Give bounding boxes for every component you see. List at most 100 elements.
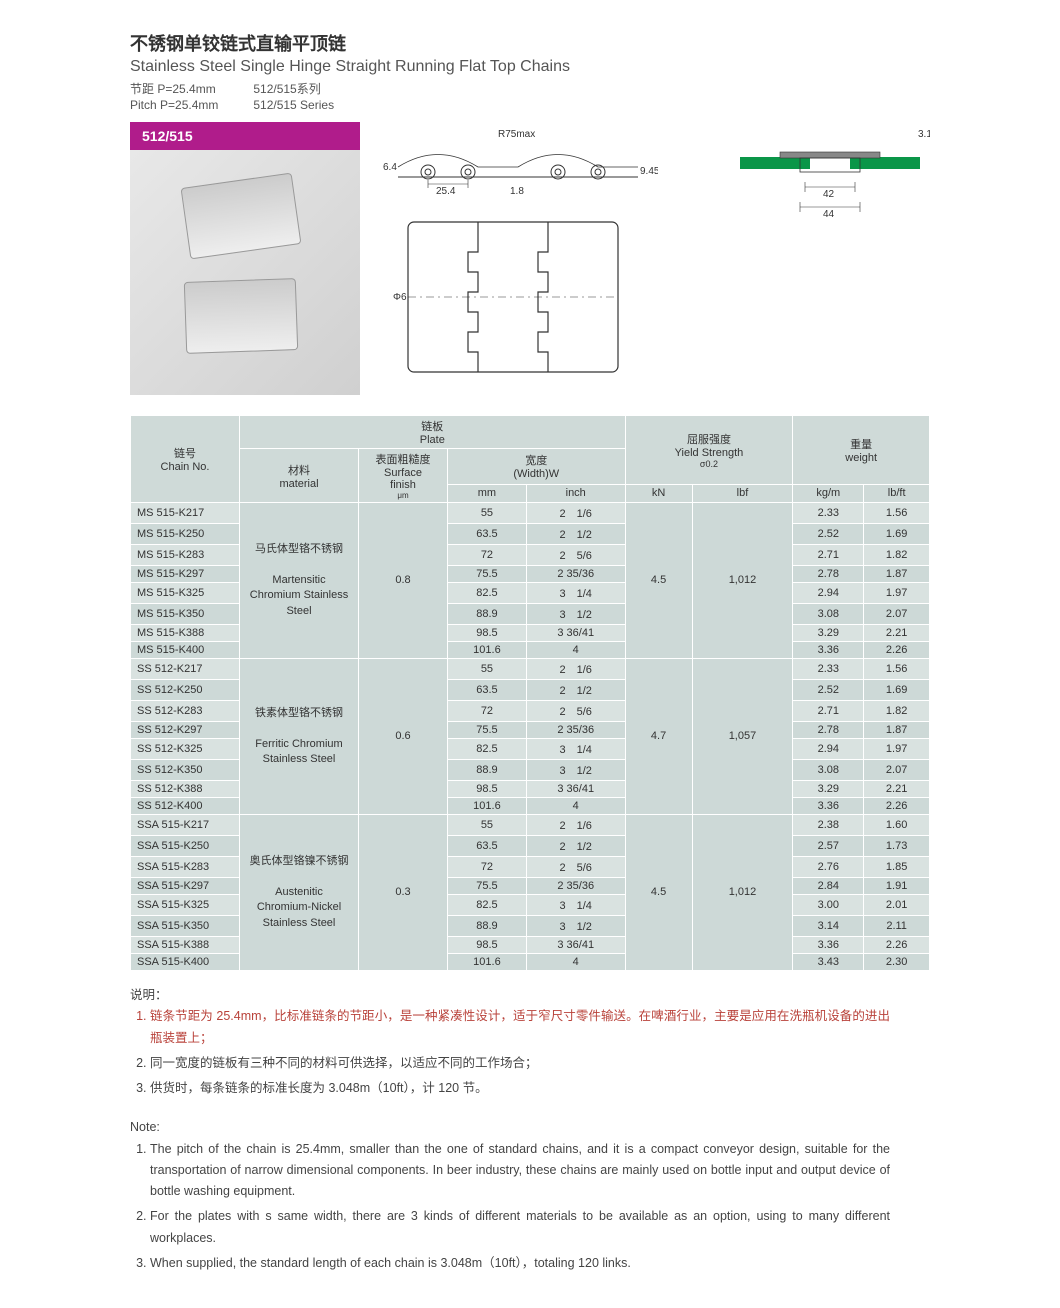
cell-kgm: 3.00 [793, 895, 864, 916]
cell-kgm: 3.36 [793, 937, 864, 954]
cell-mm: 101.6 [448, 642, 527, 659]
cell-lbft: 1.73 [864, 836, 930, 857]
cell-finish: 0.6 [359, 659, 448, 815]
cell-lbft: 1.87 [864, 722, 930, 739]
cell-chain-no: MS 515-K297 [131, 566, 240, 583]
cell-finish: 0.3 [359, 815, 448, 971]
cell-chain-no: SSA 515-K350 [131, 916, 240, 937]
cell-chain-no: MS 515-K217 [131, 503, 240, 524]
cell-mm: 63.5 [448, 680, 527, 701]
dim-h2: 9.45 [640, 166, 658, 177]
hdr-kn: kN [625, 484, 692, 502]
cell-lbft: 1.91 [864, 878, 930, 895]
cell-yield-kn: 4.7 [625, 659, 692, 815]
dim-31: 3.1 [918, 129, 930, 140]
cell-chain-no: SS 512-K388 [131, 781, 240, 798]
cell-chain-no: SS 512-K325 [131, 739, 240, 760]
cell-chain-no: SSA 515-K297 [131, 878, 240, 895]
hdr-fin-en1: Surface [363, 467, 443, 479]
pitch-row-cn: 节距 P=25.4mm 512/515系列 [130, 80, 930, 97]
cell-kgm: 3.29 [793, 625, 864, 642]
cell-mm: 63.5 [448, 524, 527, 545]
cell-mm: 75.5 [448, 878, 527, 895]
cell-lbft: 1.97 [864, 583, 930, 604]
dim-44: 44 [823, 209, 835, 220]
cell-inch: 2 1/6 [526, 503, 625, 524]
dim-pin: Φ6 [393, 292, 407, 303]
cell-inch: 2 1/2 [526, 524, 625, 545]
cell-mm: 98.5 [448, 937, 527, 954]
cell-inch: 2 1/6 [526, 815, 625, 836]
cell-chain-no: SS 512-K283 [131, 701, 240, 722]
cell-yield-lbf: 1,057 [692, 659, 793, 815]
cell-lbft: 2.07 [864, 760, 930, 781]
cell-kgm: 2.76 [793, 857, 864, 878]
cell-inch: 3 1/4 [526, 583, 625, 604]
cell-lbft: 1.69 [864, 524, 930, 545]
cell-inch: 3 36/41 [526, 625, 625, 642]
cell-chain-no: SSA 515-K250 [131, 836, 240, 857]
cell-chain-no: SS 512-K297 [131, 722, 240, 739]
cell-kgm: 2.78 [793, 722, 864, 739]
cell-kgm: 2.52 [793, 524, 864, 545]
hdr-weight-cn: 重量 [797, 436, 925, 452]
cell-chain-no: SS 512-K350 [131, 760, 240, 781]
cell-lbft: 1.87 [864, 566, 930, 583]
hdr-yield-en1: Yield Strength [630, 447, 789, 459]
pitch-cn-series: 512/515系列 [253, 82, 320, 96]
cell-chain-no: SS 512-K250 [131, 680, 240, 701]
cell-chain-no: SS 512-K217 [131, 659, 240, 680]
cell-kgm: 2.38 [793, 815, 864, 836]
cell-material: 铁素体型铬不锈钢Ferritic ChromiumStainless Steel [240, 659, 359, 815]
pitch-en-series: 512/515 Series [253, 98, 334, 112]
cell-inch: 3 36/41 [526, 937, 625, 954]
hdr-chain-cn: 链号 [135, 445, 235, 461]
cell-mm: 88.9 [448, 916, 527, 937]
cell-kgm: 2.94 [793, 583, 864, 604]
cell-lbft: 2.07 [864, 604, 930, 625]
cell-inch: 3 1/2 [526, 760, 625, 781]
hdr-lbf: lbf [692, 484, 793, 502]
cell-kgm: 2.33 [793, 503, 864, 524]
cell-inch: 2 5/6 [526, 857, 625, 878]
hdr-yield-cn: 屈服强度 [630, 431, 789, 447]
cell-mm: 98.5 [448, 625, 527, 642]
cell-inch: 2 35/36 [526, 722, 625, 739]
cell-inch: 3 1/2 [526, 916, 625, 937]
cell-inch: 2 5/6 [526, 545, 625, 566]
cell-lbft: 1.82 [864, 701, 930, 722]
cell-mm: 88.9 [448, 760, 527, 781]
cell-kgm: 3.08 [793, 760, 864, 781]
pitch-en-label: Pitch P=25.4mm [130, 98, 250, 112]
cell-lbft: 2.21 [864, 625, 930, 642]
cell-inch: 4 [526, 798, 625, 815]
cell-chain-no: MS 515-K283 [131, 545, 240, 566]
hdr-kgm: kg/m [793, 484, 864, 502]
table-row: SSA 515-K217奥氏体型铬镍不锈钢AusteniticChromium-… [131, 815, 930, 836]
product-photo-box: 512/515 [130, 122, 360, 395]
cell-kgm: 2.78 [793, 566, 864, 583]
cell-kgm: 2.84 [793, 878, 864, 895]
cell-lbft: 2.26 [864, 642, 930, 659]
dim-42: 42 [823, 189, 835, 200]
cell-mm: 75.5 [448, 722, 527, 739]
cell-inch: 4 [526, 954, 625, 971]
cell-lbft: 2.11 [864, 916, 930, 937]
technical-diagram-side: R75max 6.4 25.4 1.8 9.45 Φ6 [378, 122, 712, 397]
cell-inch: 2 5/6 [526, 701, 625, 722]
cell-lbft: 1.85 [864, 857, 930, 878]
cell-kgm: 3.36 [793, 798, 864, 815]
hdr-fin-cn: 表面粗糙度 [363, 451, 443, 467]
note-cn-item: 供货时，每条链条的标准长度为 3.048m（10ft），计 120 节。 [150, 1078, 890, 1099]
cell-material: 马氏体型铬不锈钢MartensiticChromium StainlessSte… [240, 503, 359, 659]
cell-yield-lbf: 1,012 [692, 503, 793, 659]
cell-kgm: 3.14 [793, 916, 864, 937]
cell-mm: 72 [448, 857, 527, 878]
hdr-weight-en: weight [797, 452, 925, 464]
cell-mm: 82.5 [448, 895, 527, 916]
pitch-cn-label: 节距 P=25.4mm [130, 80, 250, 97]
cell-lbft: 1.69 [864, 680, 930, 701]
cell-chain-no: SSA 515-K217 [131, 815, 240, 836]
cell-lbft: 1.82 [864, 545, 930, 566]
hdr-chain-en: Chain No. [135, 461, 235, 473]
